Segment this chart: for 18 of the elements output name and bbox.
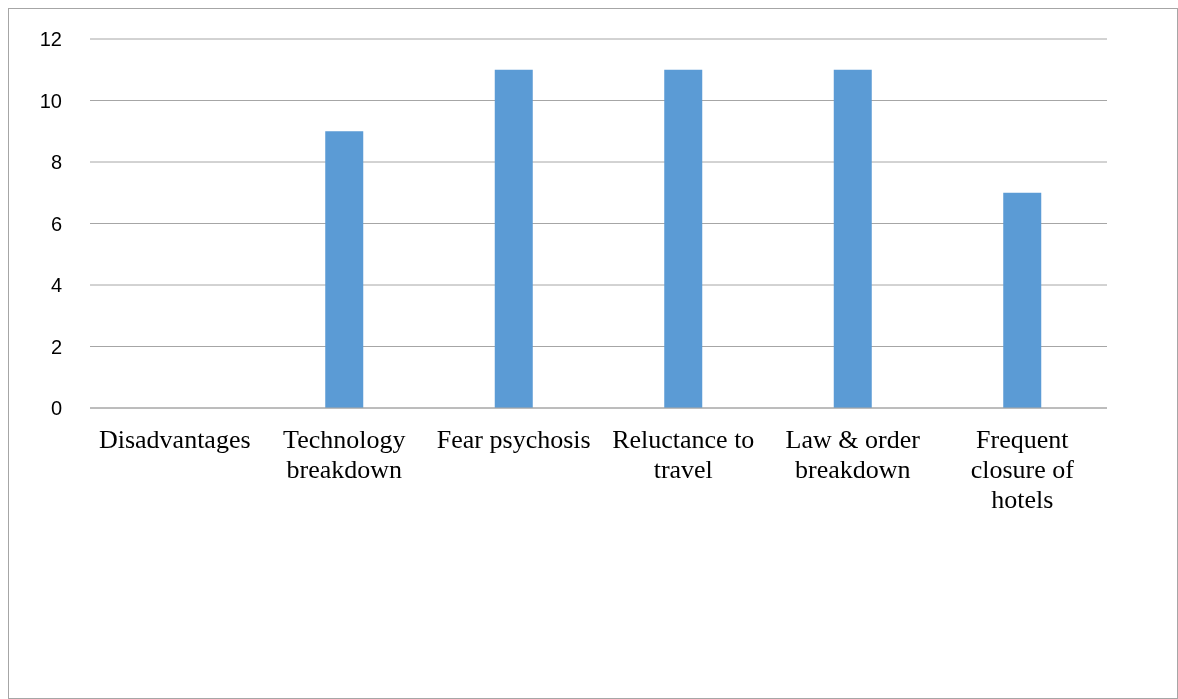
- y-tick-label: 6: [50, 212, 62, 235]
- bar: [494, 69, 533, 408]
- y-tick-label: 12: [39, 28, 62, 50]
- x-tick-label: Law & order breakdown: [785, 425, 921, 484]
- x-tick-label: Reluctance to travel: [612, 425, 755, 484]
- x-tick-label: Frequent closure of hotels: [970, 425, 1075, 514]
- bar: [1003, 192, 1042, 408]
- bar: [664, 69, 703, 408]
- y-tick-label: 10: [39, 89, 62, 112]
- y-tick-label: 4: [50, 274, 62, 296]
- x-tick-label: Fear psychosis: [436, 425, 591, 454]
- x-tick-label: Technology breakdown: [283, 425, 406, 484]
- bar: [833, 69, 872, 408]
- y-tick-label: 8: [50, 151, 62, 173]
- x-tick-label: Disadvantages: [98, 425, 251, 454]
- y-tick-label: 2: [50, 335, 62, 358]
- bar: [325, 131, 364, 408]
- y-tick-label: 0: [50, 397, 62, 419]
